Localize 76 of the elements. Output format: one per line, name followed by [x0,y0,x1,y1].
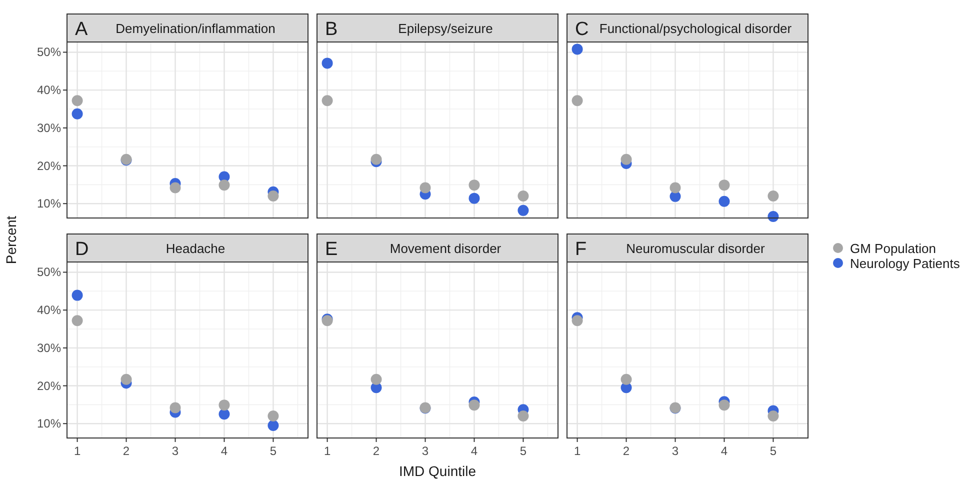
chart-title: Headache [166,241,226,256]
point [218,180,230,191]
point [572,95,583,106]
y-tick-label: 10% [36,416,62,431]
chart-title: Epilepsy/seizure [398,21,493,36]
y-tick-label: 30% [36,340,62,355]
chart-title: Neuromuscular disorder [626,241,766,256]
y-tick-label: 10% [36,196,62,211]
point [718,400,730,411]
text: F [575,239,587,260]
legend-label: Neurology Patients [850,256,960,271]
point [620,154,632,165]
x-tick-label: 5 [270,444,277,458]
text: D [75,239,89,260]
x-tick-label: 1 [574,444,581,458]
point [518,190,529,202]
x-tick-label: 3 [422,444,429,458]
point [518,204,529,216]
point [518,410,529,422]
text: A [75,19,88,40]
text: C [575,19,589,40]
point [322,58,333,69]
point [72,108,83,120]
point [768,410,779,422]
chart-title: Movement disorder [390,241,502,256]
y-tick-label: 20% [36,378,62,393]
y-tick-label: 30% [36,120,62,135]
x-tick-label: 5 [520,444,527,458]
x-axis-title: IMD Quintile [398,463,476,479]
point [218,408,230,420]
point [468,180,480,191]
point [268,410,279,422]
point [718,196,730,207]
x-tick-label: 1 [74,444,81,458]
point [370,154,382,165]
point [718,180,730,191]
point [670,182,681,194]
point [420,182,431,194]
point [572,44,583,55]
point [370,374,382,385]
y-tick-label: 40% [36,303,62,318]
point [572,315,583,326]
x-tick-label: 5 [770,444,777,458]
point [468,400,480,411]
x-tick-label: 2 [372,444,380,458]
y-tick-label: 40% [36,83,62,98]
x-tick-label: 1 [324,444,331,458]
point [268,190,279,202]
x-tick-label: 3 [172,444,179,458]
point [72,315,83,326]
point [72,95,83,106]
point [72,290,83,301]
y-tick-label: 20% [36,158,62,173]
y-tick-label: 50% [36,45,62,60]
y-axis-title: Percent [3,216,19,264]
x-tick-label: 3 [672,444,679,458]
x-tick-label: 4 [720,444,728,458]
point [268,420,279,431]
y-tick-label: 50% [36,265,62,280]
point [120,374,132,385]
point [170,182,181,194]
x-tick-label: 4 [220,444,228,458]
x-tick-label: 4 [470,444,478,458]
point [620,374,632,385]
text: E [325,239,338,260]
point [322,95,333,106]
chart-title: Demyelination/inflammation [116,21,276,36]
x-tick-label: 2 [622,444,630,458]
x-tick-label: 2 [122,444,130,458]
point [170,402,181,414]
point [218,400,230,411]
chart-title: Functional/psychological disorder [599,21,792,36]
text: B [325,19,338,40]
point [468,192,480,204]
legend-label: GM Population [850,241,936,256]
point [768,190,779,202]
